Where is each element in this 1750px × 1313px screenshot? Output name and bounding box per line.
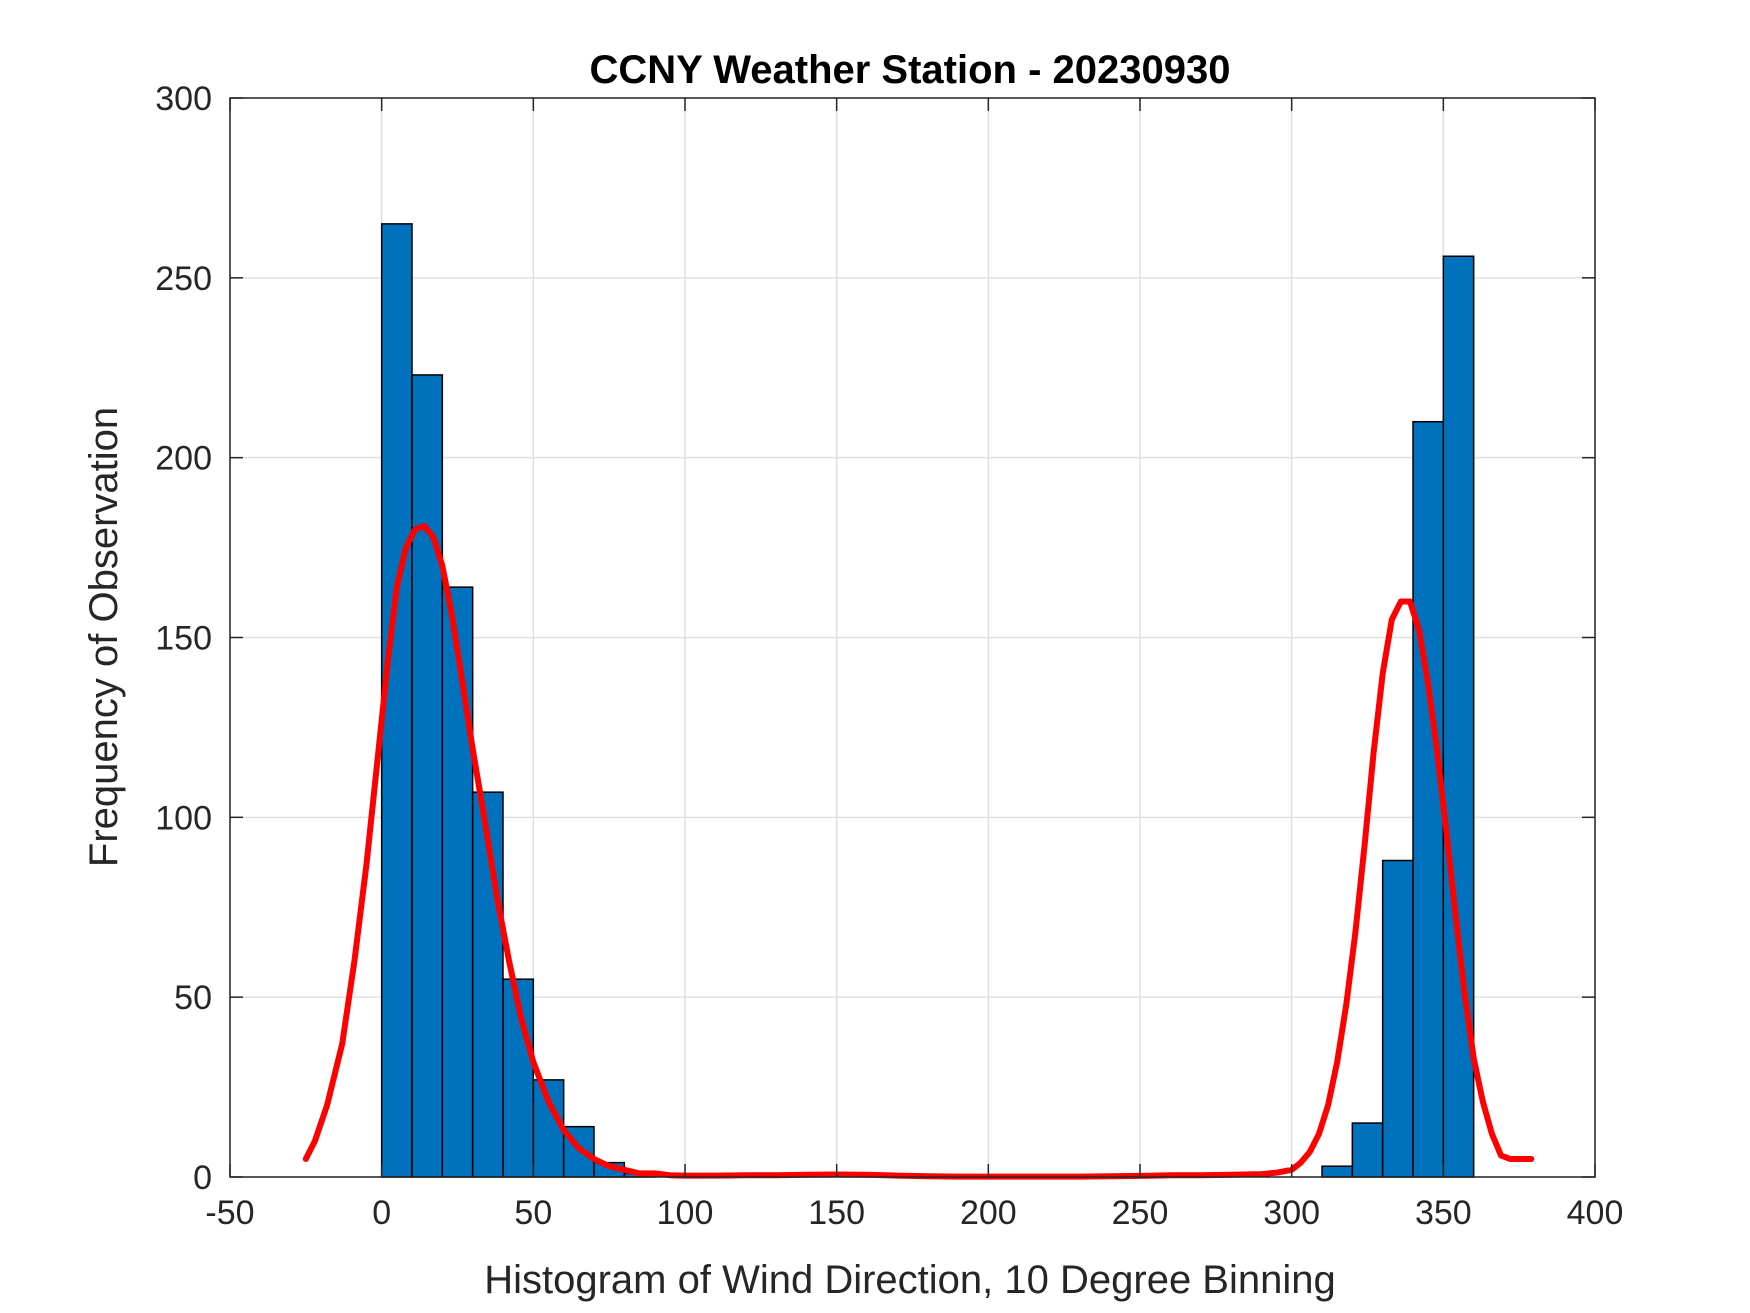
histogram-bars <box>380 223 1475 1178</box>
x-tick-label: -50 <box>205 1194 254 1232</box>
x-tick-label: 250 <box>1112 1194 1169 1232</box>
y-tick-label: 150 <box>155 620 212 658</box>
x-tick-label: 350 <box>1415 1194 1472 1232</box>
x-axis-label: Histogram of Wind Direction, 10 Degree B… <box>484 1258 1336 1302</box>
y-tick-label: 50 <box>174 979 212 1017</box>
y-tick-label: 0 <box>193 1159 212 1197</box>
x-tick-label: 50 <box>514 1194 552 1232</box>
x-tick-label: 200 <box>960 1194 1017 1232</box>
histogram-bar-310 <box>1321 1165 1354 1178</box>
histogram-bar-10 <box>411 374 444 1178</box>
histogram-bar-330 <box>1381 859 1414 1178</box>
chart-title: CCNY Weather Station - 20230930 <box>590 48 1231 92</box>
y-tick-label: 300 <box>155 80 212 118</box>
x-tick-label: 150 <box>808 1194 865 1232</box>
tick-marks <box>229 97 1596 1178</box>
x-tick-label: 100 <box>657 1194 714 1232</box>
fit-curve-layer <box>302 523 1535 1180</box>
x-tick-label: 300 <box>1263 1194 1320 1232</box>
y-tick-label: 250 <box>155 260 212 298</box>
histogram-bar-340 <box>1412 420 1445 1178</box>
x-tick-labels: -50 0 50 100 150 200 250 300 350 400 <box>205 1194 1623 1232</box>
histogram-bar-320 <box>1351 1122 1384 1178</box>
histogram-bar-40 <box>502 978 535 1178</box>
fit-curve <box>302 523 1535 1180</box>
x-tick-label: 0 <box>372 1194 391 1232</box>
y-tick-labels: 0 50 100 150 200 250 300 <box>155 80 212 1197</box>
y-tick-label: 100 <box>155 799 212 837</box>
y-axis-label: Frequency of Observation <box>82 407 126 867</box>
x-tick-label: 400 <box>1567 1194 1624 1232</box>
y-tick-label: 200 <box>155 440 212 478</box>
histogram-bar-20 <box>441 586 474 1178</box>
